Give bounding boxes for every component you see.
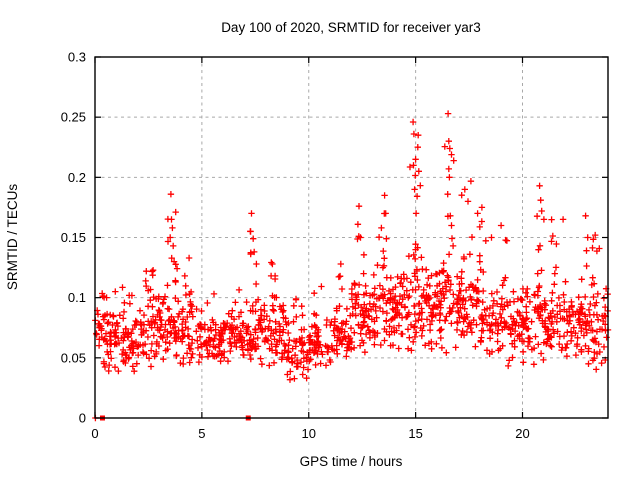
y-tick-label: 0 — [79, 411, 86, 426]
scatter-points — [92, 110, 612, 422]
x-tick-label: 15 — [408, 426, 422, 441]
chart-title: Day 100 of 2020, SRMTID for receiver yar… — [221, 20, 481, 35]
y-tick-label: 0.25 — [61, 110, 86, 125]
x-tick-label: 20 — [515, 426, 529, 441]
y-tick-label: 0.2 — [68, 170, 86, 185]
y-tick-label: 0.15 — [61, 230, 86, 245]
axis-ticks — [94, 56, 608, 419]
y-tick-label: 0.1 — [68, 290, 86, 305]
x-tick-label: 5 — [198, 426, 205, 441]
x-axis-label: GPS time / hours — [300, 454, 403, 469]
y-tick-label: 0.05 — [61, 350, 86, 365]
y-tick-label: 0.3 — [68, 50, 86, 65]
x-tick-label: 10 — [302, 426, 316, 441]
data-point-markers — [92, 110, 612, 422]
x-tick-label: 0 — [91, 426, 98, 441]
y-axis-label: SRMTID / TECUs — [5, 184, 20, 291]
tick-labels: 0 5 10 15 20 0 0.05 0.1 0.15 0.2 0.25 0.3 — [61, 50, 530, 442]
